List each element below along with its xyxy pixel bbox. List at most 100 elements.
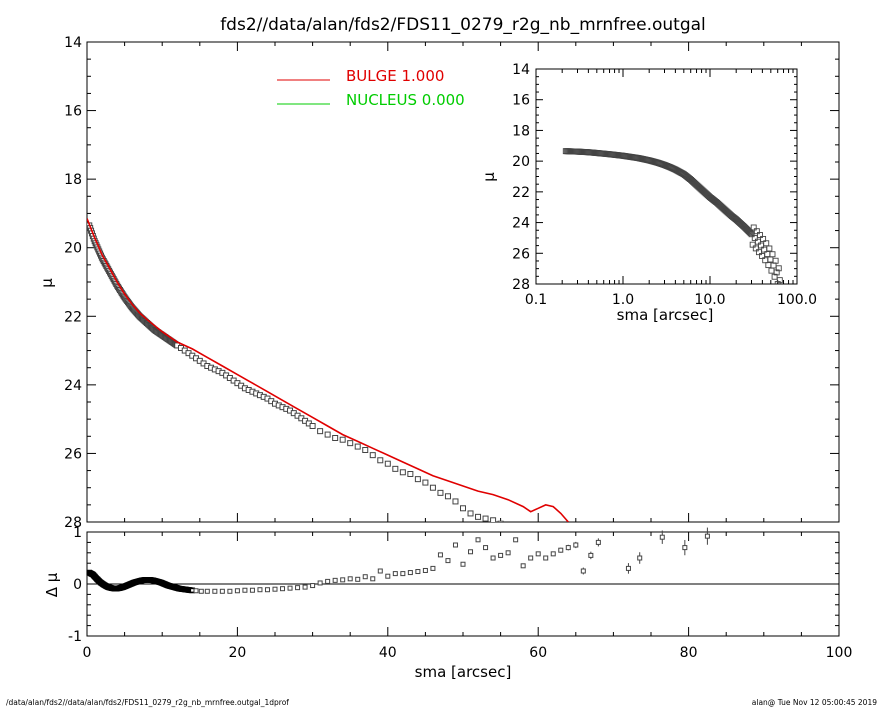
inset-data-point [760,235,767,242]
residual-data-point [325,578,331,584]
inset-y-tick-label: 26 [512,246,530,262]
residual-data-point [242,587,248,593]
main-data-point [309,423,316,429]
residual-data-point [475,537,481,543]
inset-y-tick-label: 22 [512,185,530,201]
residual-y-axis-label: Δ μ [43,572,61,597]
residual-data-point [198,588,204,594]
main-data-point [437,489,444,496]
residual-data-point [682,545,688,551]
inset-ticks [535,68,798,285]
main-y-tick-label: 20 [64,241,82,257]
inset-data-point [749,241,756,248]
main-y-tick-label: 26 [64,446,82,462]
residual-x-tick-label: 0 [83,645,92,661]
inset-y-tick-label: 24 [512,216,530,232]
residual-x-tick-label: 60 [529,645,547,661]
residual-data-point [257,587,263,593]
main-ticks [86,41,840,523]
residual-data-point [287,585,293,591]
residual-x-axis-label: sma [arcsec] [415,663,512,681]
footer-right: alan@ Tue Nov 12 05:00:45 2019 [752,698,877,707]
main-data-point [354,443,361,450]
main-data-point [399,469,406,476]
residual-x-tick-label: 100 [826,645,853,661]
inset-data-point [750,224,757,231]
chart-title: fds2//data/alan/fds2/FDS11_0279_r2g_nb_m… [220,15,706,35]
bulge-model-line [87,218,569,522]
residual-y-tick-label: 0 [73,577,82,593]
main-y-tick-labels: 14 16 18 20 22 24 26 28 [64,35,82,531]
inset-data-point [753,228,760,235]
residual-data-point [588,552,594,558]
inset-data-point [776,277,783,284]
residual-data-point [445,558,451,564]
main-data-point [407,471,414,477]
inset-x-tick-labels: 0.1 1.0 10.0 100.0 [525,292,817,308]
main-data-point [339,436,346,443]
residual-data-point [558,547,564,553]
main-data-point [452,498,459,505]
main-data-point [444,493,451,500]
residual-data-point [452,542,458,548]
main-y-tick-label: 24 [64,378,82,394]
residual-data-point [400,571,406,577]
inset-y-tick-labels: 14 16 18 20 22 24 26 28 [512,62,530,293]
inset-background [500,64,830,324]
residual-data-point [513,537,519,543]
residual-ticks [86,531,840,637]
main-data-point [347,440,354,447]
residual-data-point [422,567,428,573]
residual-data-point [580,568,586,574]
residual-data-point [528,555,534,561]
inset-data-point [757,232,763,238]
residual-data-point [370,576,376,582]
residual-data-point [392,571,398,577]
main-y-tick-label: 16 [64,104,82,120]
residual-data-point [355,576,361,582]
main-profile-panel: 14 16 18 20 22 24 26 28 μ BULGE 1.000 NUCLEUS 0… [38,35,840,542]
residual-data-point [280,586,286,592]
main-data-point [490,517,497,522]
residual-y-tick-label: -1 [68,629,82,645]
residual-data-point [219,588,225,594]
inset-x-axis-label: sma [arcsec] [617,306,714,324]
legend: BULGE 1.000 NUCLEUS 0.000 [277,67,465,109]
main-data-point [377,457,384,464]
residual-data-point [535,551,541,557]
residual-data-point [415,569,421,575]
main-data-point [332,435,339,441]
inset-x-tick-label: 0.1 [525,292,547,308]
inset-data-point [769,251,776,258]
residual-x-tick-labels: 0 20 40 60 80 100 [83,645,853,661]
residual-y-tick-label: 1 [73,525,82,541]
residual-data-points [86,527,710,594]
main-y-tick-label: 28 [64,515,82,531]
residual-data-point [550,551,556,557]
main-data-point [324,431,331,438]
residual-data-point [193,588,199,594]
main-data-point [497,520,504,522]
residual-data-point [234,588,240,594]
residual-data-point [659,534,665,540]
main-data-point [528,537,533,542]
inset-y-tick-label: 18 [512,123,530,139]
residual-x-tick-label: 40 [379,645,397,661]
legend-bulge-label: BULGE 1.000 [346,67,444,85]
residual-data-point [595,539,601,545]
residual-data-point [317,580,323,586]
residual-data-point [430,565,436,571]
inset-data-point [763,240,770,247]
residual-data-point [520,563,526,569]
residual-data-point [385,573,391,579]
residual-data-point [362,574,368,580]
main-data-point [506,525,511,530]
main-data-point [429,484,436,491]
inset-data-point [772,257,779,264]
residual-data-point [340,577,346,583]
main-data-point [414,476,421,483]
inset-y-tick-label: 16 [512,93,530,109]
main-data-point [369,452,376,459]
main-data-points [87,222,533,542]
legend-nucleus-label: NUCLEUS 0.000 [346,91,465,109]
